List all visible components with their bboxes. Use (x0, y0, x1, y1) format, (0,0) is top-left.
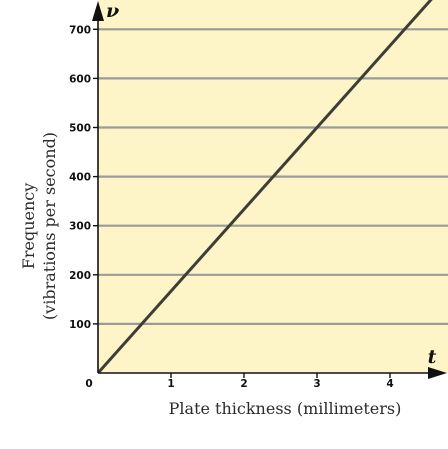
plot-area (98, 0, 448, 373)
y-tick-label: 600 (69, 73, 91, 85)
y-tick-label: 300 (69, 221, 91, 233)
x-tick-label: 2 (240, 378, 247, 390)
y-axis-arrow (92, 1, 104, 21)
series-line (98, 0, 433, 373)
x-axis-label: Plate thickness (millimeters) (169, 399, 402, 418)
ticks: 100 200 300 400 500 600 700 1 2 3 4 (69, 24, 394, 390)
y-axis-label-line2: (vibrations per second) (40, 132, 59, 320)
x-axis-arrow (428, 367, 447, 379)
origin-label: 0 (85, 378, 92, 390)
y-tick-label: 400 (69, 172, 91, 184)
y-tick-label: 700 (69, 24, 91, 36)
y-tick-label: 100 (69, 319, 91, 331)
y-variable-label: ν (106, 0, 119, 22)
y-axis-label-line1: Frequency (19, 183, 38, 270)
series-group (98, 0, 433, 373)
x-tick-label: 1 (167, 378, 174, 390)
axes (92, 1, 447, 379)
x-variable-label: t (428, 346, 437, 368)
x-tick-label: 4 (386, 378, 393, 390)
x-tick-label: 3 (313, 378, 320, 390)
grid (98, 28, 448, 325)
y-tick-label: 200 (69, 270, 91, 282)
y-tick-label: 500 (69, 123, 91, 135)
